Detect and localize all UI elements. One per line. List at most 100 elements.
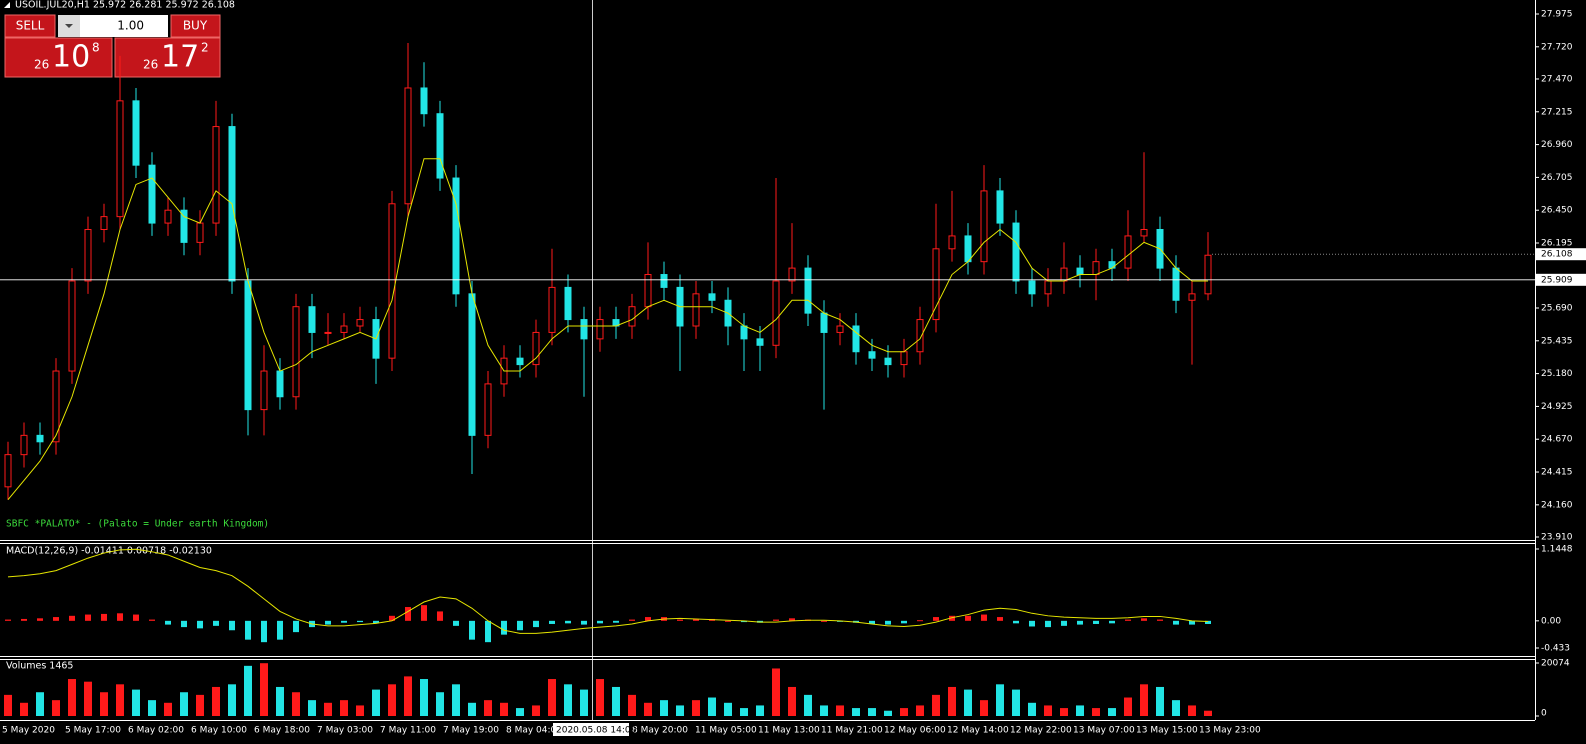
candle-body bbox=[1044, 280, 1052, 295]
macd-bar bbox=[165, 620, 171, 625]
candle-body bbox=[1060, 267, 1068, 282]
candle-body bbox=[628, 306, 636, 327]
volume-bar bbox=[644, 702, 652, 716]
candle-body bbox=[1124, 235, 1132, 269]
buy-button[interactable] bbox=[170, 14, 221, 38]
macd-bar bbox=[485, 620, 491, 643]
macd-bar bbox=[885, 620, 891, 625]
candle-body bbox=[884, 357, 892, 366]
volume-bar bbox=[628, 694, 636, 716]
macd-bar bbox=[69, 615, 75, 621]
price-tick-label: 26.960 bbox=[1541, 140, 1573, 150]
macd-bar bbox=[677, 619, 683, 621]
volume-bar bbox=[1140, 684, 1148, 716]
macd-bar bbox=[981, 614, 987, 621]
candle-body bbox=[1028, 280, 1036, 295]
candle-body bbox=[980, 190, 988, 263]
volume-bar bbox=[596, 679, 604, 716]
volume-tick-label: 20074 bbox=[1541, 659, 1570, 669]
sell-button[interactable] bbox=[4, 14, 56, 38]
volume-bar bbox=[1092, 708, 1100, 716]
candle-body bbox=[932, 248, 940, 321]
macd-bar bbox=[565, 620, 571, 624]
candle-body bbox=[404, 87, 412, 205]
candle-body bbox=[388, 203, 396, 359]
candle-body bbox=[148, 164, 156, 224]
volume-bar bbox=[1044, 705, 1052, 716]
candle-body bbox=[1108, 261, 1116, 269]
macd-bar bbox=[181, 620, 187, 628]
volume-bar bbox=[836, 705, 844, 716]
dropdown-arrow bbox=[65, 24, 73, 28]
volume-bar bbox=[1060, 708, 1068, 716]
macd-tick-label: 1.1448 bbox=[1541, 545, 1573, 555]
volume-bar bbox=[900, 708, 908, 716]
candle-body bbox=[996, 190, 1004, 224]
current-price-tag bbox=[1536, 248, 1586, 261]
volume-bar bbox=[948, 686, 956, 716]
time-label: 7 May 11:00 bbox=[380, 726, 436, 736]
volume-bar bbox=[500, 702, 508, 716]
volume-bar bbox=[964, 689, 972, 716]
price-tick-label: 27.975 bbox=[1541, 10, 1573, 20]
volume-bar bbox=[372, 689, 380, 716]
price-tick-label: 25.435 bbox=[1541, 336, 1573, 346]
macd-bar bbox=[85, 614, 91, 621]
candle-body bbox=[52, 370, 60, 443]
macd-bar bbox=[741, 620, 747, 623]
time-label: 12 May 06:00 bbox=[884, 726, 946, 736]
macd-bar bbox=[293, 620, 299, 633]
volume-bar bbox=[276, 686, 284, 716]
time-label: 6 May 02:00 bbox=[128, 726, 184, 736]
buy-price-box[interactable] bbox=[114, 37, 221, 78]
candle-body bbox=[180, 209, 188, 243]
macd-bar bbox=[1141, 618, 1147, 621]
volume-bar bbox=[772, 668, 780, 716]
time-label: 6 May 18:00 bbox=[254, 726, 310, 736]
volume-bar bbox=[228, 684, 236, 716]
time-label: 11 May 21:00 bbox=[821, 726, 883, 736]
candle-body bbox=[308, 306, 316, 333]
sell-price-box[interactable] bbox=[4, 37, 113, 78]
price-tick-label: 24.925 bbox=[1541, 402, 1573, 412]
volume-bar bbox=[196, 694, 204, 716]
macd-tick-label: 0.00 bbox=[1541, 616, 1561, 626]
price-tick-label: 25.180 bbox=[1541, 369, 1573, 379]
indicator-comment: SBFC *PALATO* - (Palato = Under earth Ki… bbox=[6, 519, 269, 530]
candle-body bbox=[692, 293, 700, 327]
macd-bar bbox=[5, 619, 11, 621]
candle-body bbox=[68, 280, 76, 372]
trade-panel: SELL 1.00 BUY 26 10 8 26 17 2 bbox=[4, 14, 221, 78]
macd-bar bbox=[1029, 620, 1035, 627]
volume-bar bbox=[52, 700, 60, 716]
volume-bar bbox=[1012, 689, 1020, 716]
volume-bar bbox=[20, 702, 28, 716]
macd-signal bbox=[7, 548, 1209, 634]
sell-price-big: 26 bbox=[34, 58, 49, 72]
current-price-label: 26.108 bbox=[1541, 250, 1573, 260]
time-label: 6 May 10:00 bbox=[191, 726, 247, 736]
candle-body bbox=[1172, 267, 1180, 301]
chart-header: USOIL.JUL20,H1 25.972 26.281 25.972 26.1… bbox=[15, 0, 235, 11]
candle-body bbox=[580, 319, 588, 340]
volume-bar bbox=[932, 694, 940, 716]
volume-bar bbox=[564, 684, 572, 716]
candle-body bbox=[36, 434, 44, 443]
candle-body bbox=[276, 370, 284, 398]
volume-bar bbox=[356, 705, 364, 716]
macd-bar bbox=[501, 620, 507, 635]
candle-body bbox=[20, 434, 28, 456]
candle-body bbox=[836, 325, 844, 333]
lot-input[interactable] bbox=[80, 15, 168, 37]
macd-bar bbox=[133, 614, 139, 621]
candle-body bbox=[1092, 261, 1100, 276]
candle-body bbox=[964, 235, 972, 263]
macd-bar bbox=[149, 619, 155, 621]
candle-body bbox=[916, 319, 924, 353]
volume-bar bbox=[132, 689, 140, 716]
candle-body bbox=[900, 351, 908, 366]
candle-body bbox=[244, 280, 252, 411]
sell-label: SELL bbox=[16, 19, 45, 33]
volume-bar bbox=[100, 692, 108, 716]
macd-bar bbox=[949, 615, 955, 621]
